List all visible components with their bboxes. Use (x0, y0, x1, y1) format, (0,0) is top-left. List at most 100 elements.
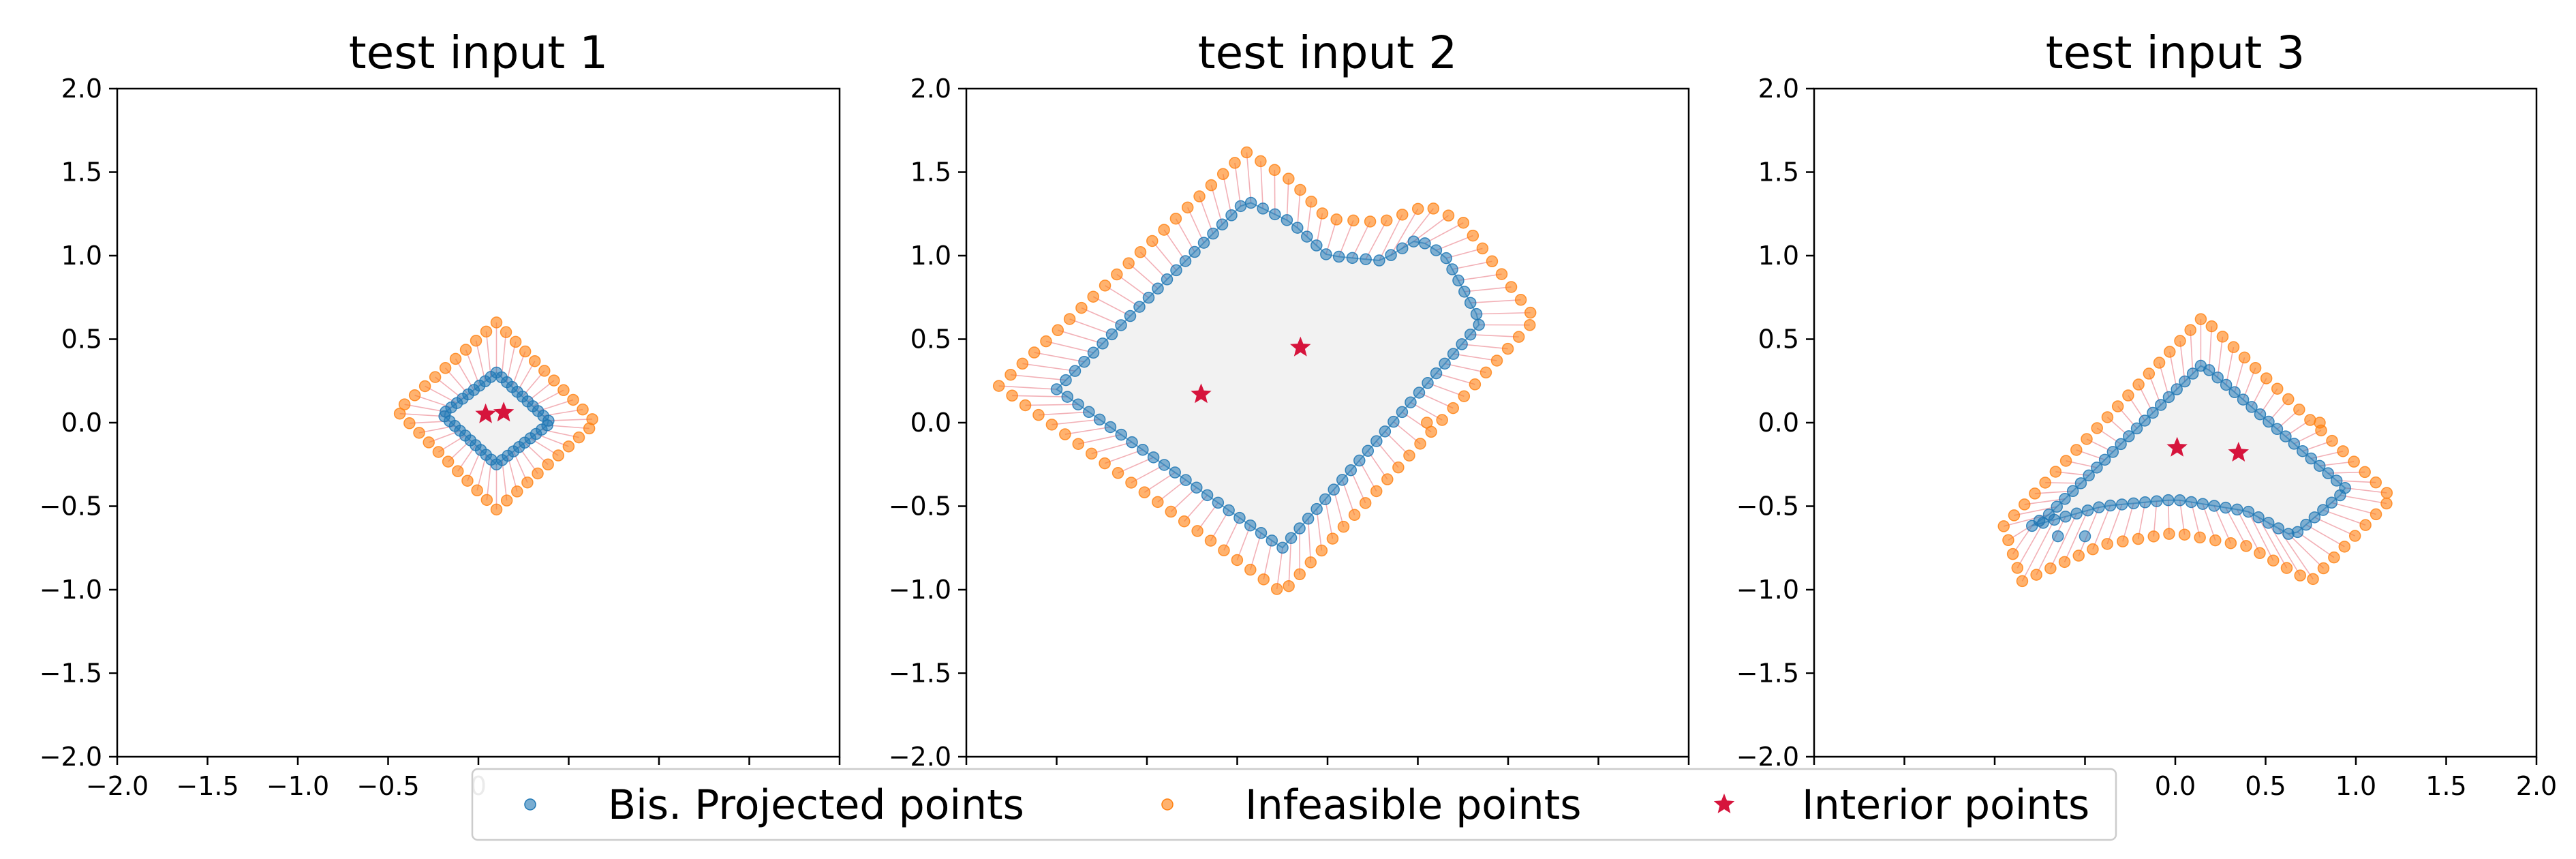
projected-point (1105, 328, 1118, 341)
infeasible-point (1257, 573, 1270, 586)
chart-title: test input 3 (2046, 27, 2305, 79)
projected-point (1212, 496, 1225, 509)
infeasible-point (2194, 313, 2207, 325)
connector-line (1052, 419, 1100, 425)
infeasible-point (552, 449, 565, 462)
connector-line (1175, 218, 1195, 252)
projected-point (2297, 444, 2309, 457)
infeasible-point (1229, 157, 1241, 169)
projected-point (1464, 297, 1477, 309)
legend-label: Interior points (1802, 781, 2089, 829)
projected-point (1379, 425, 1392, 438)
projected-point (2106, 446, 2119, 458)
infeasible-point (2059, 455, 2072, 467)
projected-point (2262, 517, 2275, 529)
projected-point (2173, 494, 2186, 507)
infeasible-point (1370, 485, 1383, 498)
connector-line (1187, 207, 1205, 243)
infeasible-point (1997, 520, 2010, 532)
connector-line (485, 331, 492, 377)
projected-point (1346, 252, 1359, 265)
infeasible-point (1099, 280, 1111, 292)
infeasible-point (577, 403, 589, 416)
x-tick-label: 1.0 (2335, 771, 2376, 801)
connector-line (1296, 190, 1301, 228)
infeasible-point (2164, 346, 2176, 358)
connector-line (1223, 517, 1240, 551)
projected-point (1362, 444, 1375, 457)
connector-line (2248, 511, 2274, 561)
infeasible-point (432, 446, 445, 458)
infeasible-point (459, 344, 472, 356)
connector-line (2340, 494, 2387, 504)
infeasible-point (557, 384, 570, 397)
projected-point (1407, 235, 1420, 247)
infeasible-point (2380, 487, 2393, 499)
projected-point (1104, 421, 1117, 434)
y-tick-label: −1.5 (1736, 659, 1799, 689)
infeasible-point (2030, 569, 2042, 581)
projected-point (1133, 301, 1146, 313)
projected-point (1439, 357, 1451, 370)
projected-point (2252, 511, 2265, 524)
infeasible-point (490, 503, 503, 516)
infeasible-point (532, 467, 544, 480)
projected-point (1353, 454, 1366, 467)
infeasible-point (2227, 341, 2240, 353)
connector-line (1118, 457, 1154, 474)
projected-point (2079, 530, 2091, 543)
infeasible-point (1205, 179, 1218, 192)
infeasible-point (2317, 562, 2330, 575)
projected-point (1152, 282, 1164, 295)
projected-point (1336, 474, 1349, 486)
connector-line (475, 340, 486, 382)
connector-line (486, 459, 492, 500)
connector-line (455, 358, 475, 391)
projected-point (1124, 310, 1137, 322)
connector-line (1064, 426, 1111, 435)
infeasible-point (583, 422, 596, 435)
connector-line (1069, 318, 1112, 335)
x-tick-label: −1.5 (176, 771, 239, 801)
infeasible-point (1152, 496, 1164, 509)
infeasible-point (2178, 528, 2191, 541)
infeasible-point (403, 417, 416, 430)
projected-point (1276, 541, 1289, 554)
infeasible-point (2016, 575, 2029, 588)
projected-point (1266, 534, 1278, 547)
infeasible-point (423, 436, 435, 449)
connector-line (1276, 547, 1283, 590)
infeasible-point (2380, 497, 2393, 510)
infeasible-point (2348, 455, 2360, 468)
legend-marker-projected (524, 798, 536, 811)
projected-point (1255, 527, 1268, 539)
connector-line (1390, 208, 1419, 256)
connector-line (2024, 498, 2066, 505)
connector-line (2021, 519, 2055, 582)
connector-line (2331, 502, 2376, 515)
y-tick-label: −2.0 (889, 742, 951, 772)
y-tick-label: 0.5 (1758, 325, 1799, 355)
connector-line (2297, 531, 2335, 558)
infeasible-point (2260, 372, 2273, 385)
infeasible-point (1019, 399, 1032, 412)
projected-point (1180, 474, 1192, 486)
connector-line (1307, 518, 1312, 562)
y-tick-label: 0.0 (910, 408, 951, 438)
projected-point (2066, 485, 2079, 498)
infeasible-point (1490, 355, 1503, 367)
feasible-region (1056, 200, 1482, 548)
infeasible-point (461, 474, 474, 487)
connector-line (1152, 240, 1177, 271)
y-tick-label: 1.0 (61, 241, 102, 271)
projected-point (1216, 218, 1229, 230)
infeasible-point (2194, 531, 2206, 544)
infeasible-point (1315, 544, 1328, 557)
connector-line (1470, 299, 1521, 304)
infeasible-point (1524, 319, 1536, 331)
infeasible-point (1421, 417, 1433, 429)
connector-line (1427, 382, 1465, 397)
infeasible-point (1165, 505, 1178, 518)
projected-point (2203, 364, 2215, 376)
connector-line (2322, 509, 2366, 526)
